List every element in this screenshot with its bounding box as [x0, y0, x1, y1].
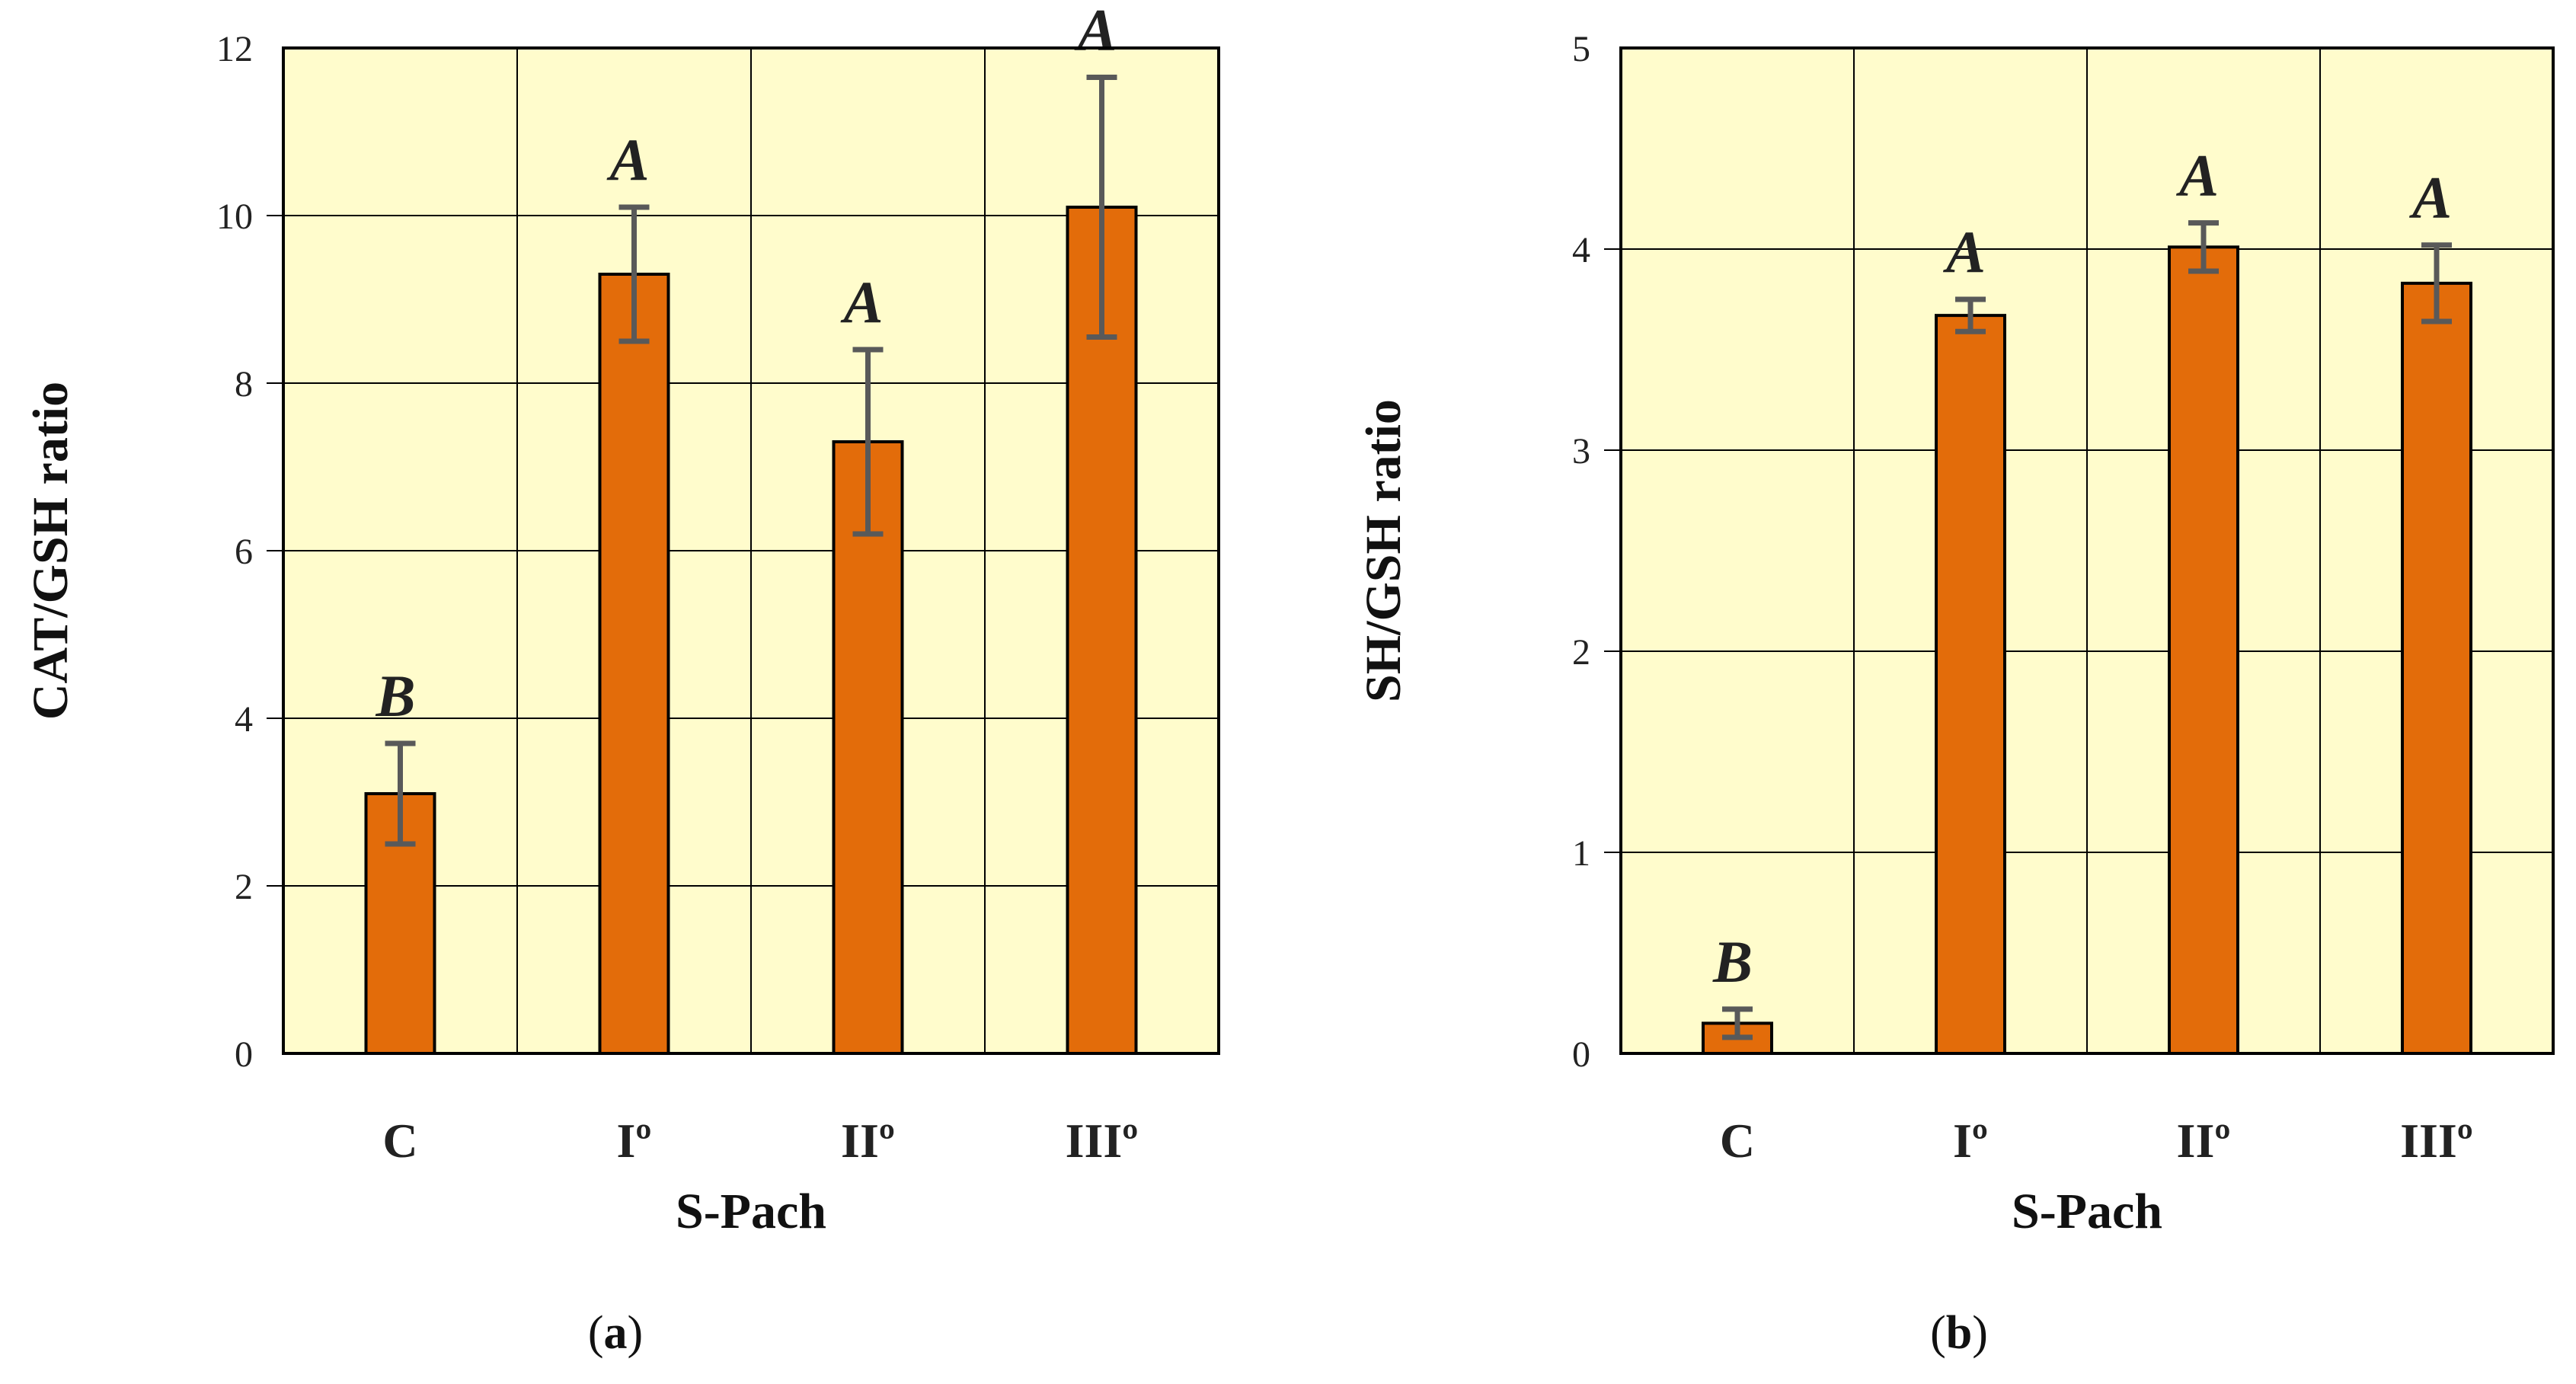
error-bar-Iº [1955, 296, 1986, 334]
x-category-label: C [382, 1114, 417, 1168]
bar-IIº [832, 440, 904, 1055]
bars-b [1702, 245, 2472, 1056]
significance-letter: A [839, 269, 883, 335]
panel-label-b-letter: b [1946, 1307, 1972, 1359]
x-category-label: Iº [1953, 1114, 1988, 1168]
x-category-label: IIº [2177, 1114, 2231, 1168]
panel-label-a-letter: a [604, 1307, 628, 1359]
y-tick-label: 2 [1572, 632, 1590, 673]
y-tick-label: 0 [1572, 1034, 1590, 1075]
y-axis-title-b: SH/GSH ratio [1356, 399, 1411, 702]
significance-letters-b: B A A A [1712, 142, 2452, 995]
panel-label-b-close: ) [1972, 1307, 1988, 1359]
panel-label-b: (b) [1930, 1307, 1988, 1359]
significance-letter: B [375, 663, 415, 729]
y-tick-labels-a: 0 2 4 6 8 10 12 [216, 29, 253, 1075]
significance-letter: B [1712, 929, 1753, 995]
y-tick-label: 8 [235, 364, 253, 404]
y-tick-label: 6 [235, 532, 253, 572]
plot-frame-a [282, 46, 1220, 1055]
x-category-label: IIIº [2400, 1114, 2473, 1168]
y-tick-label: 4 [1572, 230, 1590, 270]
bars-a [364, 206, 1138, 1055]
panel-a-chart: B A A A 0 2 4 6 8 10 12 C Iº IIº IIIº S-Pach CAT/GSH… [23, 0, 1220, 1359]
significance-letter: A [606, 126, 649, 193]
panel-label-a-close: ) [628, 1307, 644, 1359]
bar-IIIº [2401, 281, 2472, 1055]
y-tick-label: 12 [216, 29, 253, 69]
panel-label-b-open: ( [1930, 1307, 1946, 1359]
x-category-labels-a: C Iº IIº IIIº [382, 1114, 1138, 1168]
error-bar-IIº [852, 347, 884, 537]
error-bar-Iº [618, 204, 650, 344]
x-axis-title-a: S-Pach [676, 1184, 826, 1239]
panel-label-a-open: ( [588, 1307, 604, 1359]
significance-letters-a: B A A A [375, 0, 1117, 729]
error-bars-a [385, 75, 1117, 847]
bar-IIIº [1066, 206, 1138, 1055]
significance-letter: A [2175, 142, 2219, 209]
error-bar-C [385, 740, 416, 847]
significance-letter: A [2408, 165, 2452, 231]
y-tick-label: 1 [1572, 833, 1590, 874]
significance-letter: A [1942, 219, 1986, 285]
significance-letter: A [1073, 0, 1117, 63]
bar-Iº [598, 273, 670, 1055]
panel-label-a: (a) [588, 1307, 643, 1359]
error-bar-IIIº [1086, 75, 1117, 340]
x-category-label: IIIº [1066, 1114, 1139, 1168]
y-axis-title-a: CAT/GSH ratio [23, 382, 78, 720]
x-axis-title-b: S-Pach [2012, 1184, 2162, 1239]
x-category-label: Iº [616, 1114, 651, 1168]
y-tick-label: 5 [1572, 29, 1590, 69]
grid-b [1604, 48, 2553, 1053]
x-category-label: C [1720, 1114, 1755, 1168]
y-tick-label: 4 [235, 699, 253, 740]
y-tick-label: 3 [1572, 431, 1590, 471]
y-tick-labels-b: 0 1 2 3 4 5 [1572, 29, 1590, 1075]
x-category-labels-b: C Iº IIº IIIº [1720, 1114, 2473, 1168]
panel-b-chart: B A A A 0 1 2 3 4 5 C Iº IIº IIIº S-Pach SH/GSH rat… [1356, 29, 2555, 1359]
error-bar-IIIº [2421, 242, 2452, 324]
y-tick-label: 0 [235, 1034, 253, 1075]
y-tick-label: 2 [235, 867, 253, 907]
error-bars-b [1722, 220, 2452, 1040]
y-tick-label: 10 [216, 197, 253, 237]
error-bar-IIº [2188, 220, 2219, 274]
bar-Iº [1935, 314, 2006, 1055]
plot-frame-b [1619, 46, 2555, 1055]
bar-IIº [2168, 245, 2239, 1055]
x-category-label: IIº [841, 1114, 895, 1168]
error-bar-C [1722, 1006, 1753, 1040]
